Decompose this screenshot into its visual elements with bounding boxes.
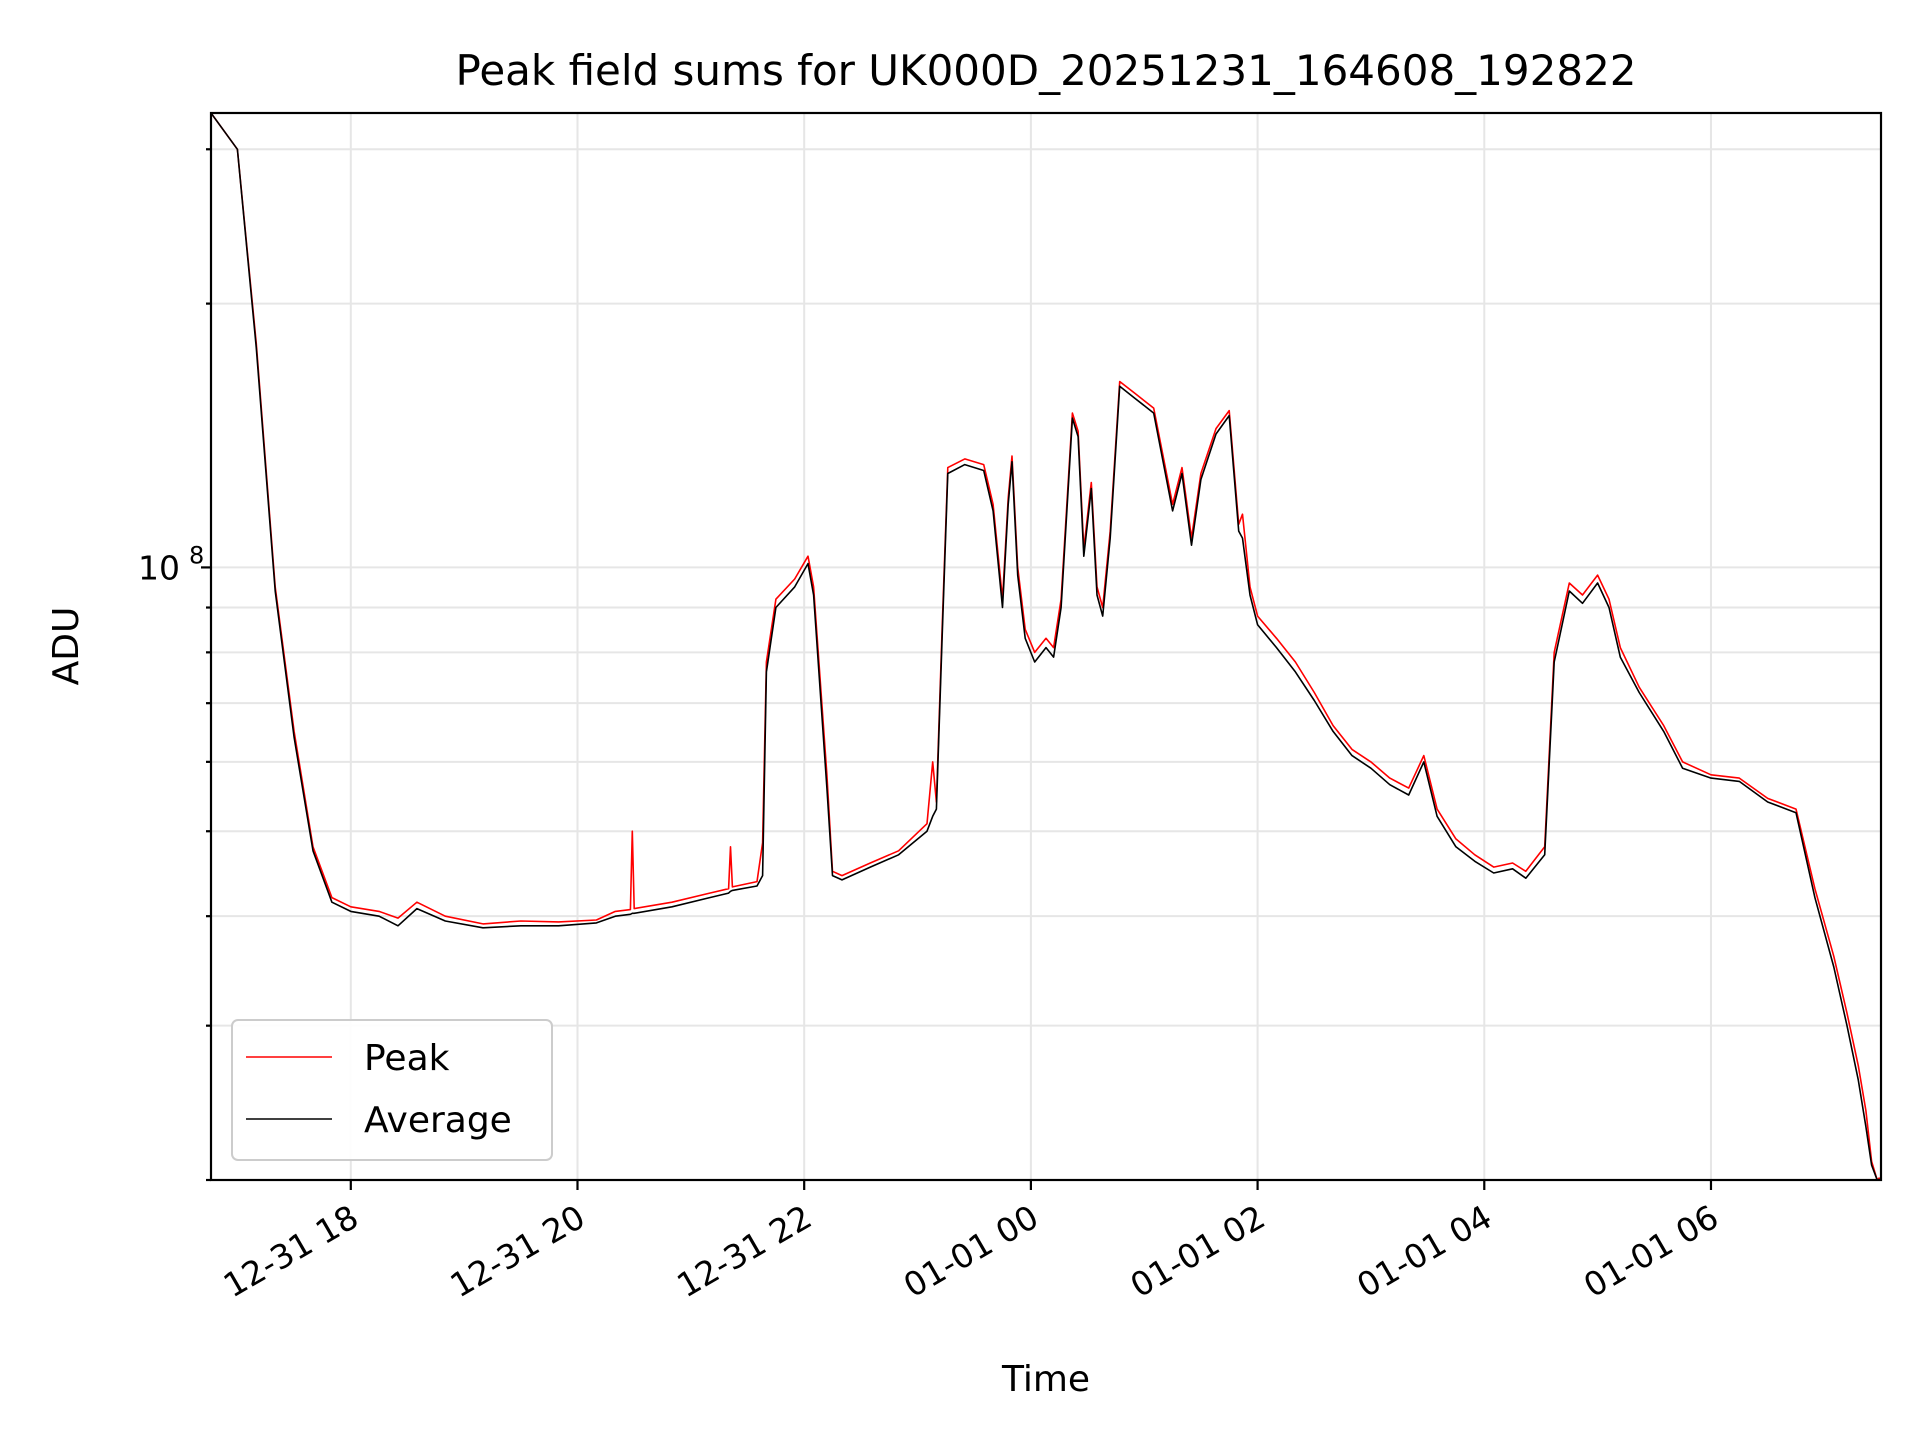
legend: Peak Average [231,1019,553,1161]
grid [211,113,1881,1181]
legend-label-average: Average [364,1100,512,1141]
legend-label-peak: Peak [364,1038,450,1079]
y-axis-label: ADU [46,607,87,686]
x-axis-label: Time [1001,1359,1090,1400]
legend-box [231,1019,553,1161]
series-line-average [211,113,1881,1180]
y-tick-label: 10 [138,548,180,587]
chart-title: Peak field sums for UK000D_20251231_1646… [455,46,1636,95]
plot-frame [209,111,1883,1182]
series-layer [211,113,1881,1180]
y-tick-exponent: 8 [189,541,204,569]
